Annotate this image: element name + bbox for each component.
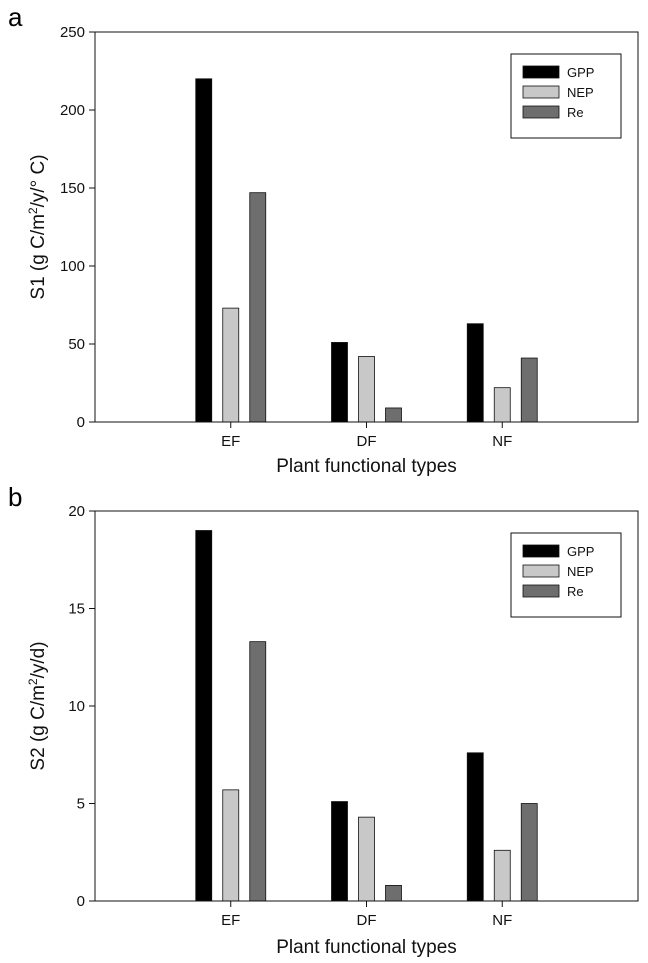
bar-re-nf [520, 803, 538, 902]
y-tick-label: 150 [60, 180, 85, 197]
x-tick-label: EF [221, 912, 240, 929]
y-axis-title-main: S2 (g C/m [28, 685, 49, 771]
y-axis-title-superscript: 2 [26, 207, 40, 214]
bar-nep-df [358, 816, 375, 902]
bar-re-df [385, 884, 402, 902]
bars [195, 78, 538, 423]
x-tick-label: NF [492, 912, 512, 929]
y-tick-label: 250 [60, 24, 85, 41]
legend: GPP NEP Re [510, 53, 622, 139]
bar-nep-ef [222, 307, 240, 423]
bar-nep-df [358, 356, 375, 423]
legend-swatch-gpp [522, 544, 560, 558]
x-tick-label: NF [492, 433, 512, 450]
y-tick-label: 0 [77, 893, 85, 910]
y-axis-title-superscript: 2 [26, 678, 40, 685]
y-tick-label: 50 [68, 336, 85, 353]
y-tick-label: 20 [68, 503, 85, 520]
bar-re-df [385, 407, 402, 423]
x-axis-ticks: EF DF NF [221, 422, 512, 450]
y-axis-title: S2 (g C/m2/y/d) [26, 641, 49, 770]
bar-nep-ef [222, 789, 240, 902]
x-axis-title: Plant functional types [276, 937, 457, 958]
legend-swatch-gpp [522, 65, 560, 79]
legend-label-re: Re [567, 584, 584, 599]
bar-gpp-nf [466, 323, 484, 423]
legend-label-nep: NEP [567, 564, 594, 579]
x-tick-label: EF [221, 433, 240, 450]
bars [195, 530, 538, 902]
bar-gpp-nf [466, 752, 484, 902]
y-axis-title: S1 (g C/m2/y/° C) [26, 154, 49, 299]
bar-nep-nf [493, 387, 511, 423]
legend-swatch-re [522, 105, 560, 119]
legend-label-nep: NEP [567, 85, 594, 100]
plot-frame [94, 31, 639, 423]
chart-panel-b: b 0 5 10 15 20 EF DF NF GPP NEP Re Plant functio… [8, 482, 639, 958]
legend-swatch-re [522, 584, 560, 598]
y-axis-title-main: S1 (g C/m [28, 214, 49, 300]
panel-label-a: a [8, 2, 23, 32]
legend-label-re: Re [567, 105, 584, 120]
legend-swatch-nep [522, 564, 560, 578]
legend-label-gpp: GPP [567, 544, 594, 559]
y-axis-ticks: 0 50 100 150 200 250 [60, 24, 95, 431]
legend-swatch-nep [522, 85, 560, 99]
bar-re-ef [249, 192, 267, 423]
bar-re-nf [520, 357, 538, 423]
plot-frame [94, 510, 639, 902]
legend-box [510, 53, 622, 139]
y-axis-title-rest: /y/d) [28, 641, 49, 678]
x-tick-label: DF [357, 912, 377, 929]
y-axis-ticks: 0 5 10 15 20 [68, 503, 95, 910]
y-tick-label: 5 [77, 796, 85, 813]
y-tick-label: 200 [60, 102, 85, 119]
bar-gpp-ef [195, 530, 213, 902]
x-axis-ticks: EF DF NF [221, 901, 512, 929]
legend: GPP NEP Re [510, 532, 622, 618]
chart-panel-a: a 0 50 100 150 200 250 EF DF NF GPP NEP Re Plant … [8, 2, 639, 477]
bar-gpp-ef [195, 78, 213, 423]
bar-nep-nf [493, 849, 511, 902]
x-axis-title: Plant functional types [276, 456, 457, 477]
panel-label-b: b [8, 482, 22, 512]
y-tick-label: 10 [68, 698, 85, 715]
x-tick-label: DF [357, 433, 377, 450]
y-tick-label: 15 [68, 601, 85, 618]
y-tick-label: 0 [77, 414, 85, 431]
y-tick-label: 100 [60, 258, 85, 275]
y-axis-title-rest: /y/° C) [28, 154, 49, 207]
bar-gpp-df [331, 342, 348, 423]
legend-label-gpp: GPP [567, 65, 594, 80]
bar-re-ef [249, 641, 267, 902]
bar-gpp-df [331, 801, 348, 902]
